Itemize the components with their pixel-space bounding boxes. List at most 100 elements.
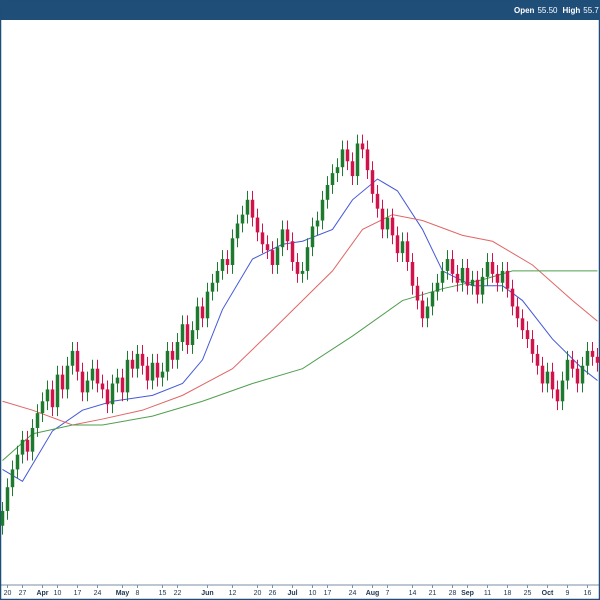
- candle-body: [405, 241, 410, 263]
- x-tick-label: Jul: [287, 590, 297, 597]
- candle-body: [490, 262, 495, 274]
- candle-body: [220, 259, 225, 271]
- header-label: High: [562, 6, 580, 15]
- candle-body: [185, 324, 190, 345]
- x-tick-label: 28: [449, 590, 457, 597]
- candle-body: [115, 377, 120, 384]
- x-tick-label: 12: [229, 590, 237, 597]
- header-label: Open: [514, 6, 535, 15]
- candle-body: [305, 247, 310, 271]
- candle-body: [45, 389, 50, 402]
- candle-body: [20, 439, 25, 455]
- candle-body: [570, 359, 575, 369]
- candle-body: [425, 306, 430, 319]
- x-tick-label: 14: [409, 590, 417, 597]
- x-tick-label: Aug: [366, 590, 380, 597]
- candle-body: [170, 350, 175, 360]
- candle-body: [100, 383, 105, 390]
- candle-body: [395, 235, 400, 254]
- x-tick-label: 24: [94, 590, 102, 597]
- x-tick-label: 9: [566, 590, 570, 597]
- candle-body: [540, 365, 545, 384]
- candle-body: [380, 208, 385, 230]
- candle-body: [165, 350, 170, 372]
- header-value: 55.73: [583, 6, 600, 15]
- candle-body: [210, 282, 215, 292]
- candle-body: [90, 368, 95, 381]
- candle-body: [285, 229, 290, 242]
- x-tick-label: 24: [349, 590, 357, 597]
- candle-body: [360, 143, 365, 150]
- candle-body: [65, 365, 70, 390]
- candle-body: [145, 365, 150, 381]
- candle-body: [95, 368, 100, 384]
- candle-body: [460, 267, 465, 283]
- candle-body: [215, 270, 220, 283]
- candle-body: [25, 439, 30, 452]
- candle-body: [545, 371, 550, 384]
- candle-body: [375, 193, 380, 209]
- candle-body: [275, 247, 280, 265]
- candle-body: [455, 273, 460, 283]
- candle-body: [350, 161, 355, 177]
- x-tick-label: May: [116, 590, 130, 597]
- candle-body: [550, 371, 555, 390]
- candle-body: [515, 306, 520, 319]
- x-tick-label: 8: [136, 590, 140, 597]
- candle-body: [385, 217, 390, 230]
- candle-body: [565, 359, 570, 381]
- candle-body: [175, 342, 180, 360]
- candle-body: [105, 389, 110, 405]
- candle-body: [325, 184, 330, 200]
- candle-body: [155, 362, 160, 378]
- candle-body: [505, 270, 510, 289]
- candle-body: [195, 306, 200, 331]
- x-tick-label: 10: [309, 590, 317, 597]
- candle-body: [595, 356, 600, 363]
- candle-body: [365, 149, 370, 171]
- candle-body: [470, 279, 475, 286]
- candle-body: [450, 259, 455, 274]
- candle-body: [40, 401, 45, 414]
- candle-body: [245, 199, 250, 215]
- candle-body: [290, 241, 295, 263]
- candle-body: [240, 214, 245, 224]
- candle-body: [135, 353, 140, 369]
- candle-body: [150, 362, 155, 381]
- x-tick-label: 7: [386, 590, 390, 597]
- candle-body: [465, 267, 470, 286]
- candle-body: [225, 259, 230, 265]
- candle-body: [485, 262, 490, 277]
- candle-body: [400, 241, 405, 254]
- x-tick-label: 17: [74, 590, 82, 597]
- candle-body: [535, 353, 540, 366]
- candle-body: [420, 300, 425, 319]
- candle-body: [430, 291, 435, 307]
- candle-body: [230, 238, 235, 265]
- candle-body: [475, 279, 480, 295]
- candle-body: [30, 427, 35, 452]
- candle-body: [315, 220, 320, 227]
- candle-body: [75, 350, 80, 372]
- x-tick-label: 27: [19, 590, 27, 597]
- candle-body: [390, 217, 395, 236]
- x-tick-label: Oct: [542, 590, 554, 597]
- candle-body: [495, 273, 500, 283]
- candle-body: [335, 167, 340, 174]
- candle-body: [85, 380, 90, 393]
- candle-body: [180, 324, 185, 343]
- x-tick-label: 18: [504, 590, 512, 597]
- candle-body: [120, 377, 125, 393]
- header-bar: [0, 0, 600, 20]
- candle-body: [5, 487, 10, 511]
- x-tick-label: 26: [269, 590, 277, 597]
- candle-body: [260, 232, 265, 245]
- candle-body: [10, 469, 15, 488]
- candle-body: [585, 350, 590, 366]
- candle-body: [160, 371, 165, 378]
- candle-body: [340, 149, 345, 168]
- x-tick-label: 11: [484, 590, 491, 597]
- candle-body: [415, 285, 420, 301]
- candle-body: [265, 244, 270, 251]
